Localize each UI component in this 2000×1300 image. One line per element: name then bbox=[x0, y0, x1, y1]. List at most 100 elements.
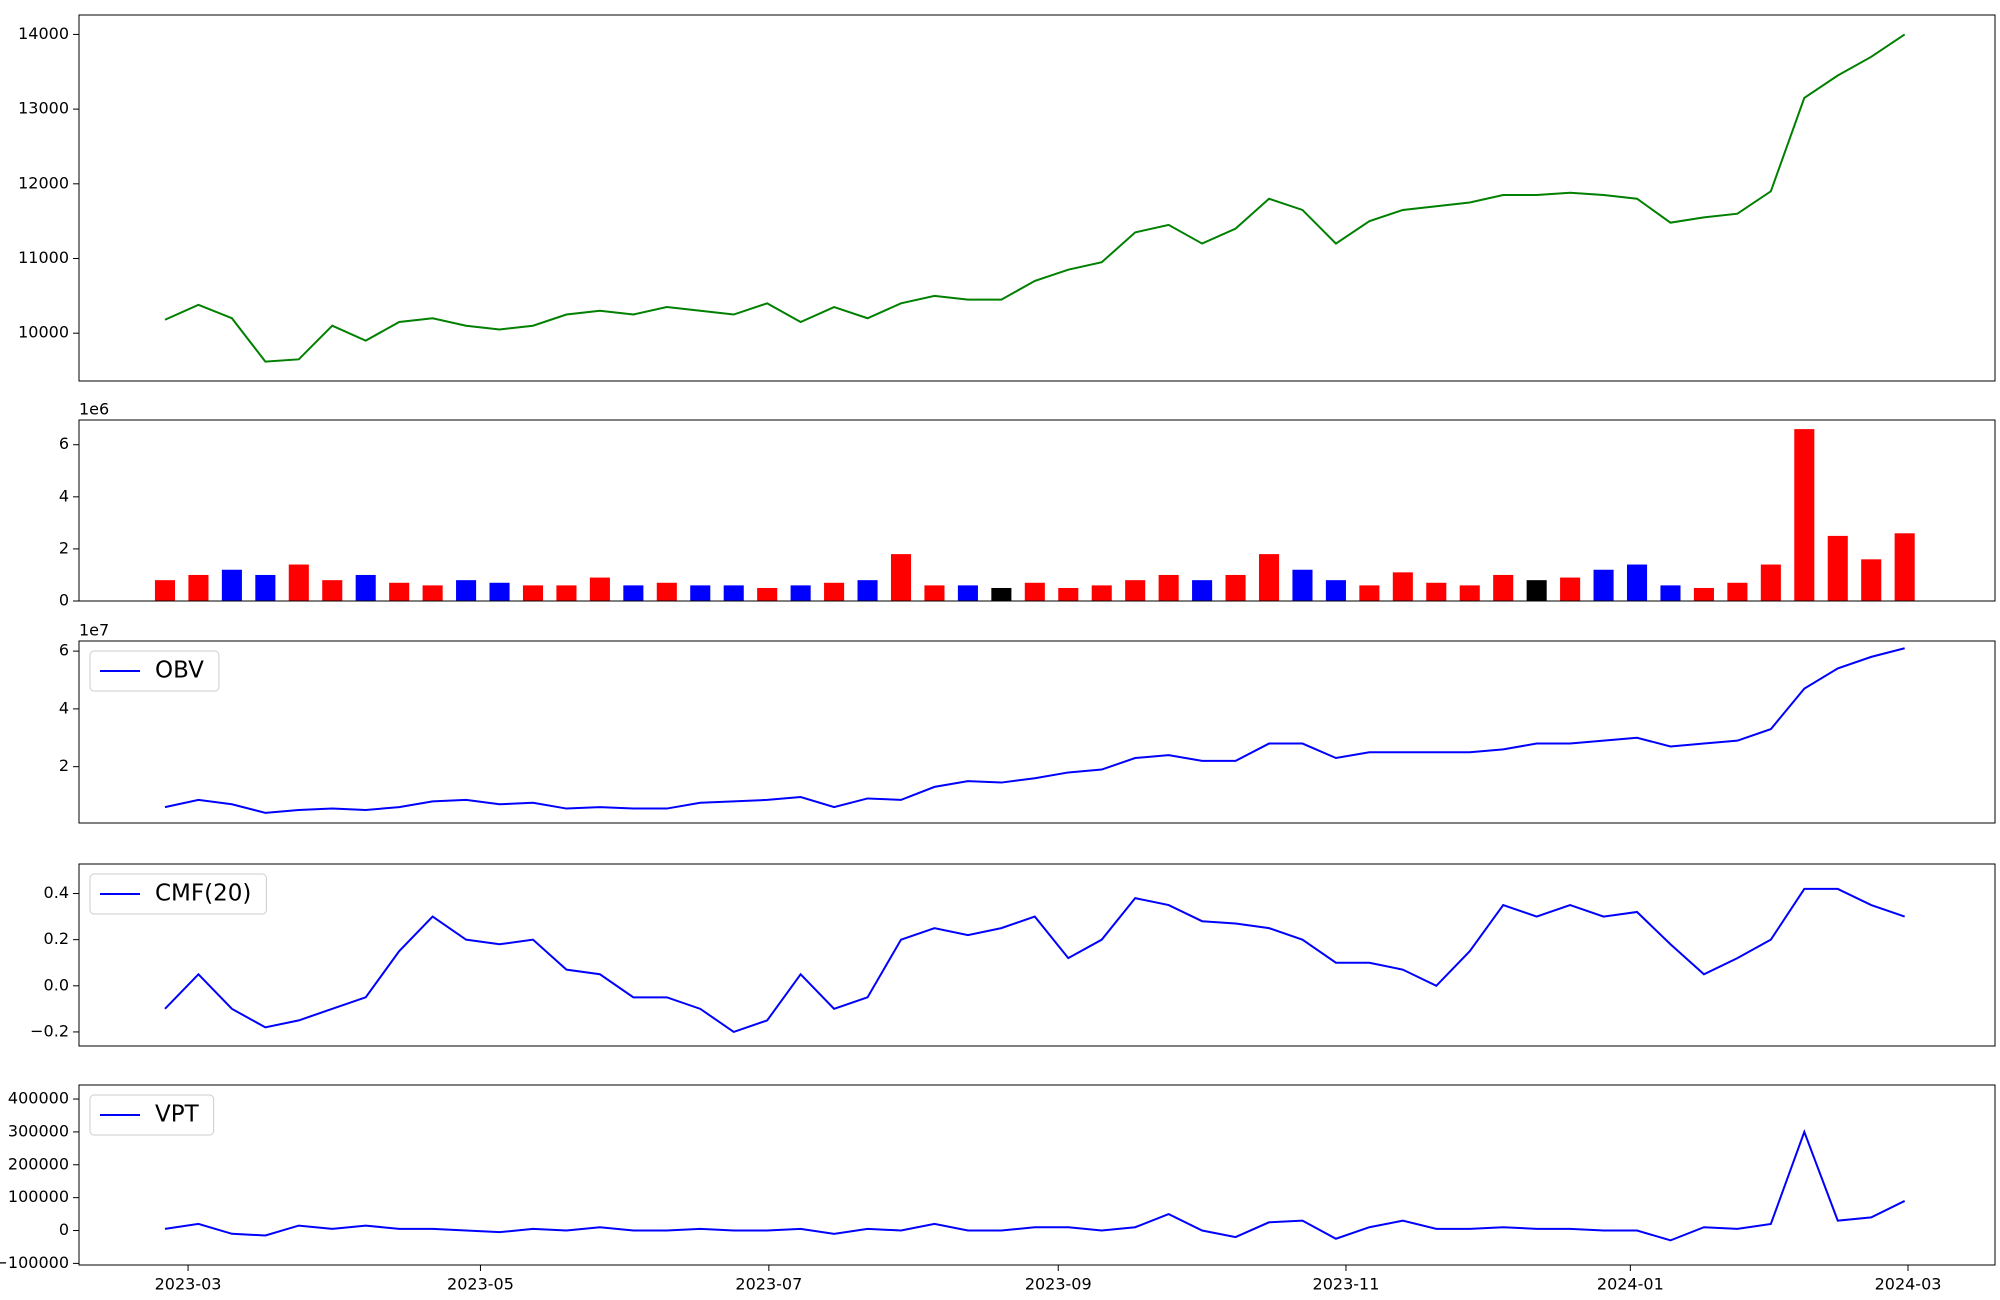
bar bbox=[924, 585, 945, 601]
bar bbox=[723, 585, 744, 601]
y-tick-label: 0 bbox=[59, 591, 69, 610]
bar bbox=[656, 582, 677, 601]
bar bbox=[1827, 535, 1848, 601]
legend-text: OBV bbox=[155, 658, 204, 684]
legend-box bbox=[89, 873, 267, 915]
y-tick-label: 14000 bbox=[18, 24, 69, 43]
legend-text: VPT bbox=[155, 1102, 200, 1128]
y-tick-label: 200000 bbox=[8, 1154, 69, 1173]
bar bbox=[1325, 580, 1346, 601]
y-tick-label: 0.4 bbox=[44, 883, 69, 902]
axes-frame bbox=[78, 419, 1996, 602]
bar bbox=[355, 574, 376, 601]
bar bbox=[1158, 574, 1179, 601]
y-tick-label: 100000 bbox=[8, 1187, 69, 1206]
bar bbox=[1058, 587, 1079, 601]
y-tick-label: 2 bbox=[59, 756, 69, 775]
y-tick-label: 11000 bbox=[18, 248, 69, 267]
bar bbox=[690, 585, 711, 601]
bar bbox=[1626, 564, 1648, 601]
bar bbox=[1727, 582, 1748, 601]
bar bbox=[1426, 582, 1447, 601]
y-tick-label: 400000 bbox=[8, 1089, 69, 1108]
bar bbox=[1493, 574, 1514, 601]
bar bbox=[1091, 585, 1112, 601]
bar bbox=[288, 564, 309, 601]
bar bbox=[1024, 582, 1045, 601]
bar bbox=[556, 585, 577, 601]
y-tick-label: 300000 bbox=[8, 1121, 69, 1140]
bar bbox=[1359, 585, 1380, 601]
bar bbox=[322, 580, 343, 601]
bar bbox=[1894, 533, 1915, 601]
y-tick-label: 4 bbox=[59, 698, 69, 717]
offset-label: 1e6 bbox=[79, 400, 109, 419]
bar bbox=[991, 587, 1012, 601]
bar bbox=[422, 585, 443, 601]
bar bbox=[456, 580, 477, 601]
y-tick-label: 0 bbox=[59, 1220, 69, 1239]
axes-frame bbox=[78, 640, 1996, 824]
bar bbox=[1258, 554, 1280, 601]
bar bbox=[589, 577, 610, 601]
y-tick-label: 10000 bbox=[18, 323, 69, 342]
x-tick-label: 2023-03 bbox=[155, 1275, 222, 1294]
bar bbox=[623, 585, 644, 601]
legend-text: CMF(20) bbox=[155, 881, 251, 907]
y-tick-label: 6 bbox=[59, 434, 69, 453]
y-tick-label: 12000 bbox=[18, 173, 69, 192]
bar bbox=[1192, 580, 1213, 601]
y-tick-label: 0.2 bbox=[44, 929, 69, 948]
bar bbox=[957, 585, 978, 601]
bar bbox=[857, 580, 878, 601]
bar bbox=[1459, 585, 1480, 601]
y-tick-label: 6 bbox=[59, 641, 69, 660]
bar bbox=[890, 554, 912, 601]
line bbox=[164, 1129, 1906, 1242]
line bbox=[164, 33, 1906, 363]
bar bbox=[824, 582, 845, 601]
legend-box bbox=[89, 1094, 215, 1136]
axes-frame bbox=[78, 1084, 1996, 1266]
offset-label: 1e7 bbox=[79, 621, 109, 640]
x-tick-label: 2024-03 bbox=[1875, 1275, 1942, 1294]
bar bbox=[154, 580, 176, 601]
bar bbox=[1225, 574, 1246, 601]
x-tick-label: 2023-05 bbox=[447, 1275, 514, 1294]
legend-box bbox=[89, 650, 220, 692]
x-tick-label: 2023-07 bbox=[735, 1275, 802, 1294]
bar bbox=[255, 574, 276, 601]
bar bbox=[1560, 577, 1581, 601]
bar bbox=[389, 582, 410, 601]
bar bbox=[188, 574, 209, 601]
bar bbox=[1693, 587, 1714, 601]
bar bbox=[489, 582, 510, 601]
bar bbox=[1794, 429, 1815, 601]
axes-frame bbox=[78, 14, 1996, 382]
bar bbox=[1861, 559, 1882, 601]
x-tick-label: 2024-01 bbox=[1597, 1275, 1664, 1294]
line bbox=[164, 647, 1905, 814]
y-tick-label: 13000 bbox=[18, 99, 69, 118]
bar bbox=[1125, 580, 1146, 601]
y-tick-label: −0.2 bbox=[30, 1021, 69, 1040]
bar bbox=[1760, 564, 1781, 601]
bar bbox=[1526, 580, 1547, 601]
bar bbox=[221, 569, 242, 601]
axes-frame bbox=[78, 863, 1996, 1047]
bar bbox=[790, 585, 811, 601]
y-tick-label: 4 bbox=[59, 486, 69, 505]
x-tick-label: 2023-09 bbox=[1025, 1275, 1092, 1294]
bar bbox=[522, 585, 544, 601]
bar bbox=[1593, 569, 1614, 601]
x-tick-label: 2023-11 bbox=[1313, 1275, 1380, 1294]
y-tick-label: −100000 bbox=[0, 1253, 69, 1272]
y-tick-label: 0.0 bbox=[44, 975, 69, 994]
y-tick-label: 2 bbox=[59, 538, 69, 557]
bar bbox=[1392, 572, 1413, 601]
line bbox=[164, 887, 1905, 1034]
bar bbox=[757, 587, 778, 601]
bar bbox=[1292, 569, 1313, 601]
bar bbox=[1660, 585, 1681, 601]
